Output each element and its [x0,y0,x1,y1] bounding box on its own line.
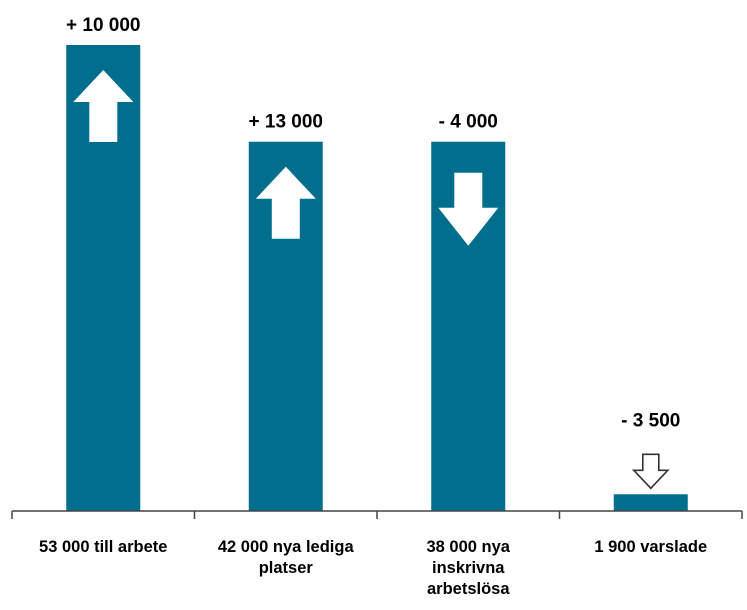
category-label-line: platser [259,559,314,577]
bar [613,494,688,511]
bars-layer [66,45,688,511]
change-label: + 10 000 [66,15,141,36]
labels-layer: + 10 000 53 000 till arbete + 13 000 42 000… [39,15,707,598]
change-label: - 4 000 [439,112,498,133]
category-label: 1 900 varslade [594,538,707,556]
arrows-layer [73,70,670,490]
arrow-up-icon [73,70,134,142]
category-label-line: 53 000 till arbete [39,538,167,556]
arrow-down-outline-icon [631,453,670,490]
change-label: - 3 500 [621,410,680,431]
arrow-up-icon [255,166,316,239]
category-label-line: inskrivna [432,559,505,577]
category-label: 53 000 till arbete [39,538,167,556]
category-label: 38 000 nya inskrivna arbetslösa [427,538,511,598]
category-label-line: arbetslösa [427,580,510,598]
arrow-down-icon [438,172,499,246]
change-label: + 13 000 [249,112,324,133]
category-label-line: 1 900 varslade [594,538,707,556]
category-label: 42 000 nya lediga platser [218,538,355,577]
x-axis [11,510,743,519]
category-label-line: 38 000 nya [427,538,511,556]
category-label-line: 42 000 nya lediga [218,538,355,556]
